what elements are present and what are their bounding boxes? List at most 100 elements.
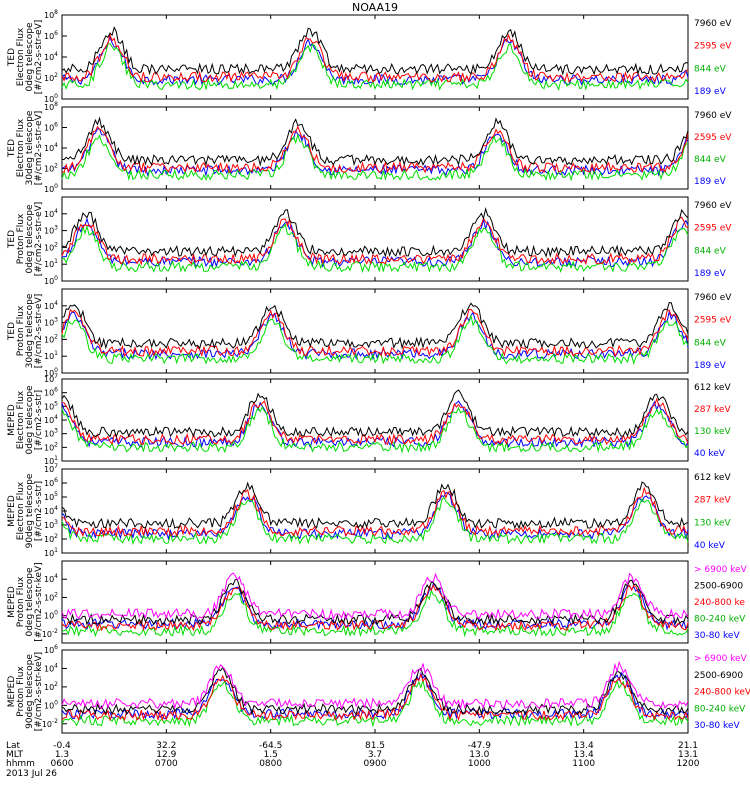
y-tick-label: 101: [44, 258, 58, 269]
y-axis-label-line: [#/cm2-s-str]: [34, 390, 44, 450]
y-tick-label: 104: [44, 573, 58, 584]
y-axis-label-line: 0deg telescope: [25, 22, 35, 92]
y-tick-label: 102: [44, 333, 58, 344]
y-axis-label-line: TED: [7, 139, 17, 158]
y-axis-label-line: MEPED: [7, 495, 17, 527]
y-axis-label: TEDElectron Flux0deg telescope[#/cm2-s-s…: [7, 20, 44, 95]
y-tick-label: 102: [44, 681, 58, 692]
y-axis-label: TEDProton Flux0deg telescope[#/cm2-s-str…: [7, 202, 44, 277]
y-axis-label: MEPEDElectron Flux0deg telescope[#/cm2-s…: [7, 385, 44, 455]
y-axis-label-line: MEPED: [7, 676, 17, 708]
series-trace: [61, 397, 689, 446]
legend-entry: 40 keV: [694, 541, 726, 551]
y-tick-label: 108: [44, 9, 58, 20]
x-row-label: Lat: [6, 741, 21, 751]
series-trace: [61, 206, 689, 258]
y-tick-label: 100: [44, 367, 58, 378]
y-axis-label-line: 30deg telescope: [25, 293, 35, 368]
y-tick-label: 102: [44, 441, 58, 452]
legend-entry: 30-80 keV: [694, 721, 740, 731]
y-tick-label: 103: [44, 519, 58, 530]
y-tick-label: 104: [44, 208, 58, 219]
y-tick-label: 107: [44, 463, 58, 474]
y-axis-label-line: Proton Flux: [16, 666, 26, 717]
y-tick-label: 102: [44, 241, 58, 252]
series-trace: [61, 43, 689, 92]
y-axis-label-line: Electron Flux: [16, 118, 26, 177]
y-tick-label: 106: [44, 387, 58, 398]
y-tick-label: 101: [44, 455, 58, 466]
legend-entry: > 6900 keV: [694, 654, 748, 664]
y-axis-label: MEPEDProton Flux90deg telescope[#/cm2-s-…: [7, 652, 44, 731]
series-trace: [61, 128, 689, 177]
x-tick-lat: 21.1: [678, 741, 698, 751]
y-axis-label-line: Proton Flux: [16, 576, 26, 627]
legend-entry: 2595 eV: [694, 133, 732, 143]
y-tick-label: 104: [44, 300, 58, 311]
y-axis-label-line: Electron Flux: [16, 27, 26, 86]
y-axis-label-line: 90deg telescope: [25, 473, 35, 548]
series-trace: [61, 584, 689, 632]
x-tick-mlt: 1.3: [55, 750, 69, 760]
y-tick-label: 102: [44, 591, 58, 602]
x-tick-hhmm: 0700: [155, 759, 178, 769]
y-tick-label: 103: [44, 317, 58, 328]
y-axis-label-line: Electron Flux: [16, 390, 26, 449]
legend-entry: 40 keV: [694, 449, 726, 459]
legend-entry: 240-800 ke: [694, 598, 745, 608]
legend-entry: 2595 eV: [694, 316, 732, 326]
legend-entry: 30-80 keV: [694, 631, 740, 641]
x-tick-hhmm: 0800: [259, 759, 282, 769]
x-tick-mlt: 13.4: [574, 750, 594, 760]
y-tick-label: 104: [44, 414, 58, 425]
legend-entry: 80-240 keV: [694, 615, 746, 625]
y-axis-label-line: Electron Flux: [16, 481, 26, 540]
series-trace: [61, 223, 689, 274]
x-tick-mlt: 1.5: [264, 750, 278, 760]
series-trace: [61, 666, 689, 716]
x-tick-lat: -64.5: [259, 741, 282, 751]
y-tick-label: 100: [44, 93, 58, 104]
x-tick-mlt: 13.0: [469, 750, 489, 760]
x-row-label: hhmm: [6, 759, 35, 769]
y-tick-label: 106: [44, 30, 58, 41]
legend-entry: 80-240 keV: [694, 704, 746, 714]
y-axis-label: TEDElectron Flux30deg telescope[#/cm2-s-…: [7, 110, 44, 185]
y-tick-label: 103: [44, 428, 58, 439]
x-tick-lat: 32.2: [156, 741, 176, 751]
y-axis-label-line: [#/cm2-s-str-keV]: [34, 562, 44, 641]
legend-entry: 240-800 keV: [694, 688, 750, 698]
y-axis-label: MEPEDElectron Flux90deg telescope[#/cm2-…: [7, 473, 44, 548]
series-trace: [61, 486, 689, 538]
y-tick-label: 102: [44, 163, 58, 174]
legend-entry: 612 keV: [694, 383, 731, 393]
y-tick-label: 104: [44, 662, 58, 673]
y-tick-label: 106: [44, 644, 58, 655]
series-trace: [61, 217, 689, 269]
y-axis-label-line: [#/cm2-s-str]: [34, 481, 44, 541]
legend-entry: 189 eV: [694, 269, 727, 279]
y-tick-label: 105: [44, 491, 58, 502]
figure-title: NOAA19: [352, 1, 398, 14]
x-tick-hhmm: 1200: [677, 759, 700, 769]
series-trace: [61, 672, 689, 722]
y-axis-label-line: TED: [7, 48, 17, 67]
x-tick-mlt: 3.7: [368, 750, 382, 760]
y-axis-label-line: Proton Flux: [16, 305, 26, 356]
y-axis-label-line: 0deg telescope: [25, 385, 35, 455]
y-tick-label: 102: [44, 533, 58, 544]
x-tick-lat: 81.5: [365, 741, 385, 751]
series-trace: [61, 26, 689, 76]
legend-entry: 844 eV: [694, 246, 727, 256]
y-tick-label: 105: [44, 400, 58, 411]
legend-entry: 2500-6900: [694, 671, 743, 681]
y-axis-label-line: [#/cm2-s-str-eV]: [34, 202, 44, 277]
series-trace: [61, 481, 689, 530]
y-tick-label: 101: [44, 350, 58, 361]
y-axis-label-line: [#/cm2-s-str-eV]: [34, 20, 44, 95]
y-axis-label-line: MEPED: [7, 404, 17, 436]
